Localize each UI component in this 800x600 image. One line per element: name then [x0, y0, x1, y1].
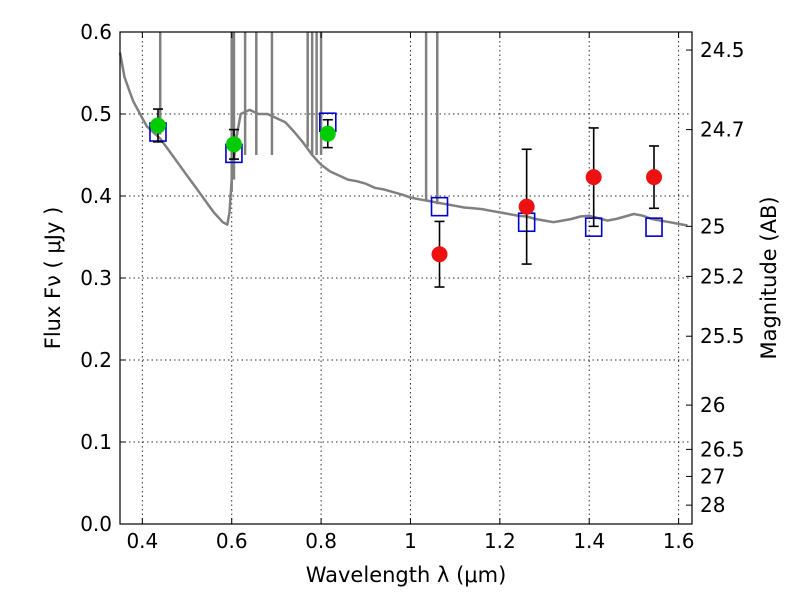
x-tick-label: 1.2 — [484, 529, 516, 553]
y-tick-label: 0.0 — [80, 512, 112, 536]
y-tick-label: 0.5 — [80, 102, 112, 126]
y-tick-label: 0.4 — [80, 184, 112, 208]
data-marks — [149, 108, 663, 288]
nir-flux-point — [646, 169, 663, 186]
x-tick-label: 0.4 — [126, 529, 158, 553]
x-tick-label: 0.8 — [305, 529, 337, 553]
y2-tick-label: 25.2 — [700, 264, 745, 288]
y-tick-label: 0.6 — [80, 20, 112, 44]
nir-flux-point — [431, 246, 448, 263]
y-tick-label: 0.3 — [80, 266, 112, 290]
y2-axis-label: Magnitude (AB) — [757, 196, 781, 359]
model-flux-square — [645, 217, 663, 237]
y2-tick-label: 27 — [700, 464, 725, 488]
y2-tick-label: 26 — [700, 393, 725, 417]
y2-tick-label: 25 — [700, 214, 725, 238]
y2-tick-label: 25.5 — [700, 324, 745, 348]
x-tick-label: 1.4 — [573, 529, 605, 553]
optical-flux-point — [225, 136, 242, 153]
optical-flux-point — [149, 117, 166, 134]
y2-tick-label: 24.5 — [700, 38, 745, 62]
y2-tick-label: 26.5 — [700, 437, 745, 461]
x-tick-label: 1 — [404, 529, 417, 553]
y2-tick-label: 24.7 — [700, 118, 745, 142]
axis-ticks: 0.4 0.6 0.8 1 1.2 1.4 1.6 0.0 0.1 0.2 0.3 0.4 0.5 0.6… — [80, 20, 744, 553]
x-axis-label: Wavelength λ (μm) — [306, 563, 507, 587]
model-spectrum-line — [118, 52, 688, 227]
nir-flux-point — [518, 198, 535, 215]
y-axis-label: Flux Fν ( μJy ) — [41, 207, 65, 350]
y-tick-label: 0.1 — [80, 430, 112, 454]
y2-tick-label: 28 — [700, 493, 725, 517]
x-tick-label: 1.6 — [663, 529, 695, 553]
x-tick-label: 0.6 — [216, 529, 248, 553]
grid — [120, 31, 692, 525]
nir-flux-point — [585, 169, 602, 186]
model-flux-square — [430, 196, 449, 217]
y-tick-label: 0.2 — [80, 348, 112, 372]
optical-flux-point — [319, 125, 336, 142]
